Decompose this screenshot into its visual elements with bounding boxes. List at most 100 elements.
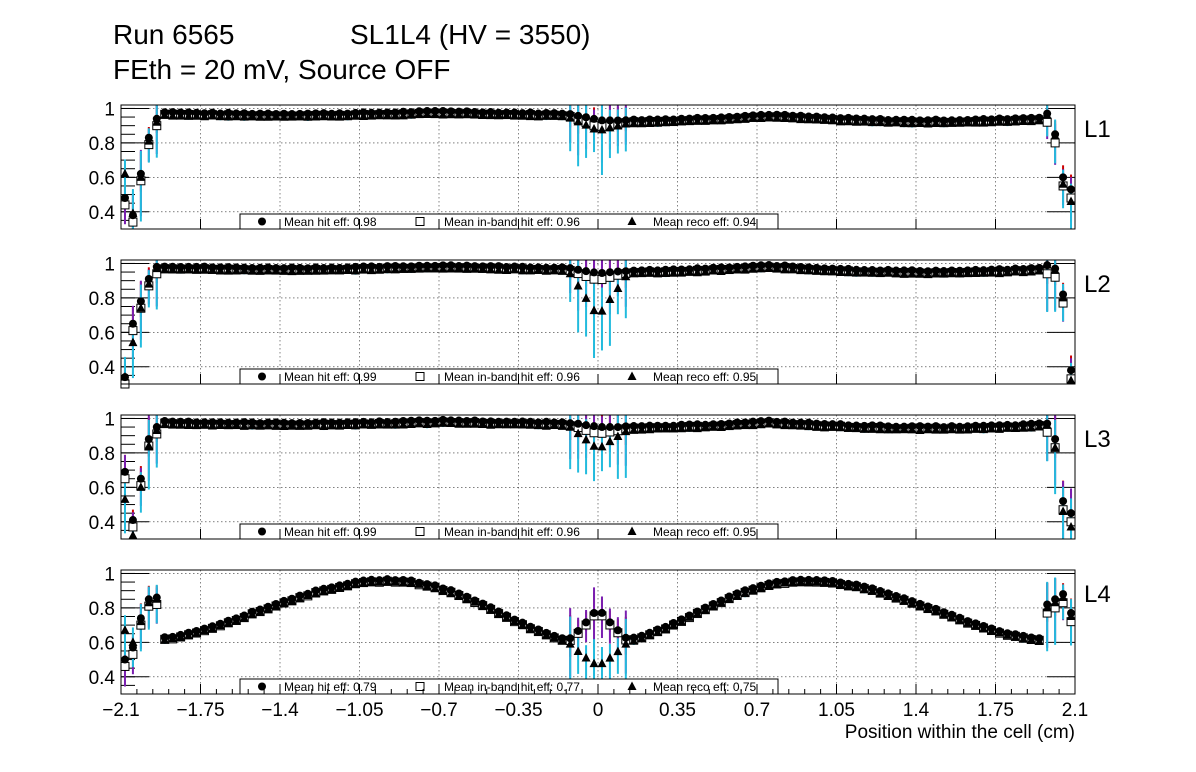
hit-eff-point [431,416,440,425]
hit-eff-point [359,262,368,271]
hit-eff-point [1067,609,1076,618]
hit-eff-point [574,265,583,274]
hit-eff-point [621,267,630,276]
hit-eff-point [160,108,169,117]
hit-eff-point [240,418,249,427]
hit-eff-point [987,115,996,124]
hit-eff-point [900,594,909,603]
hit-eff-point [311,263,320,272]
hit-eff-point [788,418,797,427]
hit-eff-point [319,584,328,593]
panel-label: L3 [1084,426,1111,453]
hit-eff-point [1059,590,1068,599]
hit-eff-point [892,592,901,601]
reco-eff-point [144,441,154,450]
hit-eff-point [733,589,742,598]
reco-eff-point [128,637,138,646]
hit-eff-point [717,263,726,272]
hit-eff-point [677,265,686,274]
legend-reco-marker [627,526,637,535]
hit-eff-point [399,575,408,584]
hit-eff-point [1027,633,1036,642]
reco-eff-point [128,337,138,347]
hit-eff-point [446,261,455,270]
hit-eff-point [184,262,193,271]
legend-hit-marker [258,217,266,226]
hit-eff-point [462,107,471,116]
reco-eff-point [144,279,154,288]
hit-eff-point [1043,109,1052,118]
hit-eff-point [431,107,440,116]
hit-eff-point [264,418,273,427]
hit-eff-point [876,266,885,275]
legend-hit-marker [258,372,266,381]
hit-eff-point [963,115,972,124]
hit-eff-point [136,474,145,483]
hit-eff-point [693,420,702,429]
hit-eff-point [764,416,773,425]
inband-eff-point [1042,117,1052,127]
hit-eff-point [908,422,917,431]
hit-eff-point [240,109,249,118]
reco-eff-point [120,168,130,178]
hit-eff-point [645,115,654,124]
hit-eff-point [971,421,980,430]
hit-eff-point [391,576,400,585]
hit-eff-point [454,416,463,425]
hit-eff-point [852,421,861,430]
hit-eff-point [749,584,758,593]
hit-eff-point [709,113,718,122]
hit-eff-point [780,577,789,586]
hit-eff-point [701,113,710,122]
hit-eff-point [653,625,662,634]
hit-eff-point [248,607,257,616]
hit-eff-point [152,593,161,602]
hit-eff-point [542,628,551,637]
inband-eff-point [120,474,130,484]
x-tick-label: −2.1 [102,700,140,721]
legend-inband-label: Mean in-band hit eff: 0.77 [444,680,580,694]
hit-eff-point [120,194,129,202]
hit-eff-point [558,263,567,272]
hit-eff-point [550,263,559,272]
hit-eff-point [232,263,241,272]
hit-eff-point [534,109,543,118]
hit-eff-point [272,264,281,273]
hit-eff-point [574,626,583,635]
hit-eff-point [470,262,479,271]
hit-eff-point [399,262,408,271]
hit-eff-point [208,108,217,117]
hit-eff-point [335,109,344,118]
hit-eff-point [550,109,559,118]
hit-eff-point [1043,261,1052,270]
hit-eff-point [128,319,137,328]
reco-eff-point [589,441,599,450]
hit-eff-point [629,422,638,431]
hit-eff-point [621,116,630,125]
hit-eff-point [351,108,360,117]
hit-eff-point [709,263,718,272]
hit-eff-point [136,297,145,306]
hit-eff-point [240,263,249,272]
hit-eff-point [470,107,479,116]
hit-eff-point [828,576,837,585]
hit-eff-point [645,265,654,274]
hit-eff-point [1019,264,1028,273]
hit-eff-point [566,110,575,119]
hit-eff-point [876,421,885,430]
hit-eff-point [168,417,177,426]
hit-eff-point [120,467,129,476]
inband-eff-point [1042,427,1052,437]
reco-eff-point [1066,196,1076,205]
hit-eff-point [295,591,304,600]
hit-eff-point [375,108,384,117]
hit-eff-point [152,262,161,271]
hit-eff-point [804,112,813,121]
hit-eff-point [383,418,392,427]
hit-eff-point [995,421,1004,430]
hit-eff-point [343,263,352,272]
hit-eff-point [677,114,686,123]
hit-eff-point [160,633,169,642]
hit-eff-point [582,618,591,627]
hit-eff-point [367,108,376,117]
